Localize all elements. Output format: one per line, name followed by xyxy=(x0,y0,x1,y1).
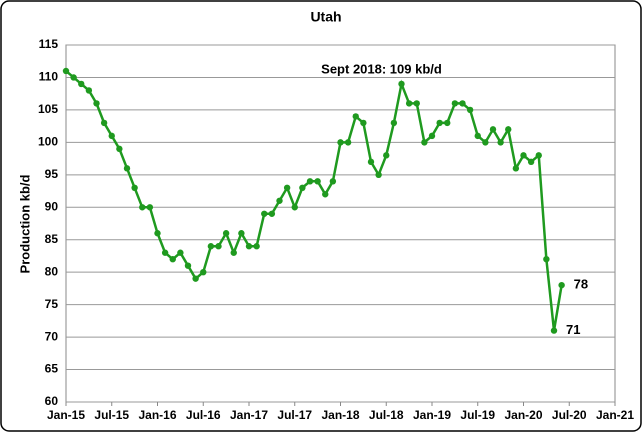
x-tick-label: Jul-18 xyxy=(369,408,404,422)
x-tick-label: Jul-17 xyxy=(277,408,312,422)
data-point xyxy=(375,171,382,179)
y-tick-label: 90 xyxy=(45,199,59,213)
x-tick-label: Jul-20 xyxy=(552,408,587,422)
x-tick-label: Jan-17 xyxy=(230,408,268,422)
x-tick-label: Jan-20 xyxy=(504,408,542,422)
data-point xyxy=(543,256,550,263)
annotation: 71 xyxy=(566,322,580,337)
data-point xyxy=(192,275,199,282)
data-point xyxy=(444,119,451,127)
y-tick-label: 75 xyxy=(45,297,59,311)
data-point xyxy=(505,126,512,133)
data-point xyxy=(139,204,146,211)
y-tick-label: 85 xyxy=(45,232,59,246)
data-point xyxy=(215,243,222,250)
y-tick-label: 100 xyxy=(38,135,58,149)
data-point xyxy=(222,230,230,237)
data-point xyxy=(527,158,535,166)
data-point xyxy=(322,191,329,198)
data-point xyxy=(390,119,398,127)
data-point xyxy=(459,100,466,107)
data-point xyxy=(398,80,405,88)
y-tick-label: 70 xyxy=(45,329,59,343)
data-point xyxy=(123,165,131,172)
data-point xyxy=(474,132,481,140)
data-point xyxy=(70,74,77,81)
y-tick-label: 95 xyxy=(45,167,59,181)
data-point xyxy=(85,87,93,94)
data-point xyxy=(299,184,306,191)
data-point xyxy=(93,100,100,107)
data-point xyxy=(314,178,321,185)
data-point xyxy=(116,145,123,153)
data-point xyxy=(413,100,420,107)
data-point xyxy=(131,184,138,191)
data-point xyxy=(367,158,375,166)
data-point xyxy=(184,262,192,269)
data-point xyxy=(520,152,527,159)
x-tick-label: Jul-19 xyxy=(460,408,495,422)
data-point xyxy=(482,139,489,146)
data-point xyxy=(497,139,504,146)
data-point xyxy=(291,204,298,211)
data-point xyxy=(108,132,115,140)
x-tick-label: Jul-15 xyxy=(94,408,129,422)
y-tick-label: 115 xyxy=(39,37,59,51)
data-point xyxy=(230,249,237,256)
y-tick-label: 110 xyxy=(39,70,59,84)
x-tick-label: Jan-19 xyxy=(413,408,451,422)
data-point xyxy=(207,243,215,250)
y-tick-label: 65 xyxy=(45,362,59,376)
data-point xyxy=(261,210,268,217)
data-point xyxy=(451,100,459,107)
data-point xyxy=(306,178,314,185)
data-point xyxy=(512,165,520,172)
data-point xyxy=(200,268,207,276)
data-point xyxy=(238,230,245,237)
data-point xyxy=(550,327,558,334)
data-point xyxy=(558,281,565,289)
x-tick-label: Jan-18 xyxy=(321,408,359,422)
y-tick-label: 105 xyxy=(38,102,58,116)
data-point xyxy=(253,243,260,250)
data-point xyxy=(100,119,108,127)
annotation: Sept 2018: 109 kb/d xyxy=(321,61,442,76)
data-point xyxy=(146,204,154,211)
y-tick-label: 60 xyxy=(45,394,59,408)
data-point xyxy=(337,139,344,146)
data-point xyxy=(535,152,542,159)
data-point xyxy=(421,139,428,146)
data-point xyxy=(245,243,253,250)
data-point xyxy=(466,106,474,114)
data-point xyxy=(283,184,291,191)
data-point xyxy=(276,197,283,204)
annotation: 78 xyxy=(574,277,588,292)
data-point xyxy=(489,126,497,133)
data-point xyxy=(268,210,276,217)
data-point xyxy=(360,119,367,127)
data-point xyxy=(78,80,85,88)
data-point xyxy=(383,152,390,159)
x-tick-label: Jan-15 xyxy=(47,408,85,422)
data-point xyxy=(344,139,352,146)
data-point xyxy=(436,119,443,127)
x-tick-label: Jan-16 xyxy=(138,408,176,422)
data-point xyxy=(154,230,161,237)
data-point xyxy=(428,132,436,140)
data-point xyxy=(405,100,413,107)
data-point xyxy=(62,67,70,75)
data-point xyxy=(329,178,337,185)
data-point xyxy=(161,249,169,256)
y-axis-label: Production kb/d xyxy=(17,174,32,273)
chart-title: Utah xyxy=(310,9,341,25)
x-tick-label: Jan-21 xyxy=(596,408,634,422)
data-point xyxy=(177,249,184,256)
y-tick-label: 80 xyxy=(45,264,59,278)
data-point xyxy=(352,113,359,120)
x-tick-label: Jul-16 xyxy=(186,408,221,422)
data-point xyxy=(169,256,176,263)
